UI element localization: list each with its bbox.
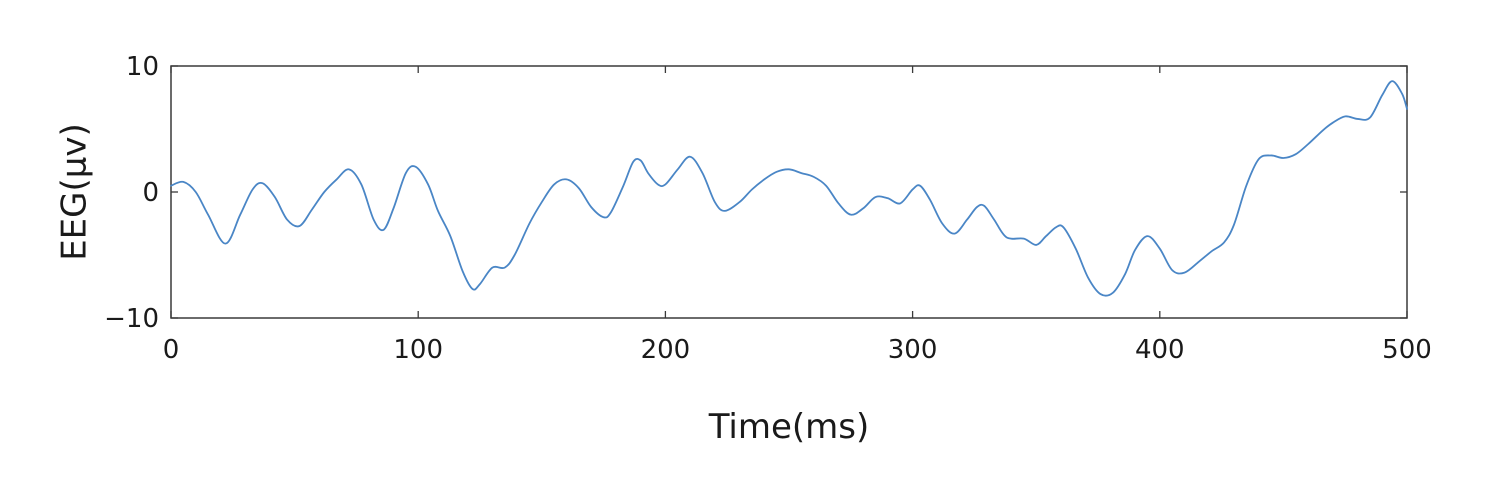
x-axis-title: Time(ms) — [708, 407, 870, 447]
x-tick-label: 200 — [641, 335, 691, 365]
x-tick-label: 0 — [163, 335, 180, 365]
plot-area — [170, 65, 1408, 319]
y-tick-label: 10 — [126, 52, 159, 82]
x-tick-label: 400 — [1135, 335, 1185, 365]
x-tick-marks — [170, 66, 1408, 318]
y-tick-label: −10 — [104, 304, 159, 334]
eeg-series-line — [170, 80, 1408, 297]
y-tick-label: 0 — [142, 178, 159, 208]
y-tick-labels: −10 0 10 — [104, 52, 159, 334]
y-tick-marks — [171, 65, 1407, 319]
x-tick-label: 500 — [1382, 335, 1432, 365]
plot-frame — [170, 65, 1408, 319]
x-tick-label: 300 — [888, 335, 938, 365]
y-axis-title: EEG(μv) — [55, 123, 95, 261]
x-tick-label: 100 — [393, 335, 443, 365]
x-tick-labels: 0 100 200 300 400 500 — [163, 335, 1432, 365]
